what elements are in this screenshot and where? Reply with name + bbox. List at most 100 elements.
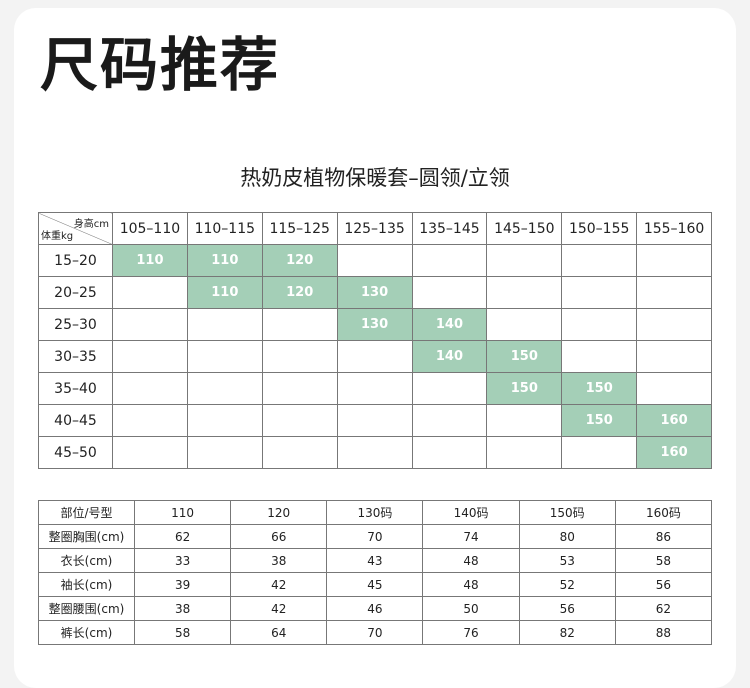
measure-row: 衣长(cm) 33 38 43 48 53 58 [38,548,713,573]
measure-value: 74 [422,524,520,549]
measure-header-cell: 120 [230,500,328,525]
empty-size-cell [261,308,338,341]
measure-header-cell: 140码 [422,500,520,525]
measure-value: 42 [230,572,328,597]
measure-row: 整圈胸围(cm) 62 66 70 74 80 86 [38,524,713,549]
empty-size-cell [186,404,263,437]
empty-size-cell [186,308,263,341]
empty-size-cell [186,372,263,405]
measure-value: 66 [230,524,328,549]
measure-value: 48 [422,572,520,597]
measure-value: 58 [133,620,232,645]
empty-size-cell [411,436,488,469]
measure-row: 袖长(cm) 39 42 45 48 52 56 [38,572,713,597]
recommended-size-cell: 120 [261,276,338,309]
measure-row: 裤长(cm) 58 64 70 76 82 88 [38,620,713,645]
recommended-size-cell: 150 [561,372,638,405]
measure-header-cell: 130码 [326,500,424,525]
measure-value: 88 [614,620,713,645]
empty-size-cell [336,404,413,437]
weight-label: 15–20 [38,244,113,277]
empty-size-cell [112,340,188,373]
recommended-size-cell: 150 [486,372,563,405]
measure-value: 70 [326,524,424,549]
empty-size-cell [636,372,712,405]
weight-row: 25–30 130 140 [38,308,712,341]
measure-value: 56 [614,572,713,597]
measure-part-label: 整圈腰围(cm) [38,596,135,621]
measure-value: 56 [518,596,616,621]
empty-size-cell [561,340,638,373]
empty-size-cell [561,436,638,469]
size-recommendation-table: 身高cm 体重kg 105–110 110–115 115–125 125–13… [38,212,712,469]
empty-size-cell [411,404,488,437]
weight-axis-label: 体重kg [41,231,74,242]
recommended-size-cell: 130 [336,276,413,309]
height-axis-label: 身高cm [73,219,109,230]
empty-size-cell [486,404,563,437]
empty-size-cell [486,276,563,309]
recommended-size-cell: 160 [636,404,712,437]
empty-size-cell [411,276,488,309]
measure-value: 42 [230,596,328,621]
measure-value: 38 [133,596,232,621]
empty-size-cell [636,340,712,373]
empty-size-cell [636,308,712,341]
measure-value: 58 [614,548,713,573]
recommended-size-cell: 140 [411,340,488,373]
recommended-size-cell: 110 [186,244,263,277]
height-header: 145–150 [486,212,563,245]
empty-size-cell [636,276,712,309]
measure-header-cell: 160码 [614,500,713,525]
measure-value: 48 [422,548,520,573]
recommended-size-cell: 150 [561,404,638,437]
empty-size-cell [261,404,338,437]
weight-row: 40–45 150 160 [38,404,712,437]
measure-value: 62 [614,596,713,621]
weight-row: 15–20 110 110 120 [38,244,712,277]
weight-label: 40–45 [38,404,113,437]
measure-row: 整圈腰围(cm) 38 42 46 50 56 62 [38,596,713,621]
empty-size-cell [561,244,638,277]
measure-part-label: 整圈胸围(cm) [38,524,135,549]
weight-row: 30–35 140 150 [38,340,712,373]
height-header-row: 身高cm 体重kg 105–110 110–115 115–125 125–13… [38,212,712,245]
empty-size-cell [411,244,488,277]
empty-size-cell [112,372,188,405]
measure-value: 52 [518,572,616,597]
empty-size-cell [112,308,188,341]
measure-value: 45 [326,572,424,597]
measure-value: 43 [326,548,424,573]
measure-header-cell: 150码 [518,500,616,525]
empty-size-cell [186,340,263,373]
recommended-size-cell: 130 [336,308,413,341]
measure-part-label: 裤长(cm) [38,620,135,645]
measure-part-label: 衣长(cm) [38,548,135,573]
empty-size-cell [336,372,413,405]
product-subtitle: 热奶皮植物保暖套–圆领/立领 [240,166,510,190]
empty-size-cell [261,436,338,469]
empty-size-cell [261,372,338,405]
empty-size-cell [561,308,638,341]
weight-label: 30–35 [38,340,113,373]
empty-size-cell [636,244,712,277]
recommended-size-cell: 110 [112,244,188,277]
weight-row: 45–50 160 [38,436,712,469]
height-header: 110–115 [186,212,263,245]
height-header: 135–145 [411,212,488,245]
page-title: 尺码推荐 [40,31,281,99]
measure-value: 76 [422,620,520,645]
measure-value: 53 [518,548,616,573]
empty-size-cell [411,372,488,405]
empty-size-cell [112,436,188,469]
recommended-size-cell: 150 [486,340,563,373]
measure-header-cell: 110 [133,500,232,525]
empty-size-cell [112,276,188,309]
height-header: 150–155 [561,212,638,245]
empty-size-cell [186,436,263,469]
weight-label: 45–50 [38,436,113,469]
empty-size-cell [336,436,413,469]
empty-size-cell [336,244,413,277]
measure-value: 70 [326,620,424,645]
recommended-size-cell: 140 [411,308,488,341]
